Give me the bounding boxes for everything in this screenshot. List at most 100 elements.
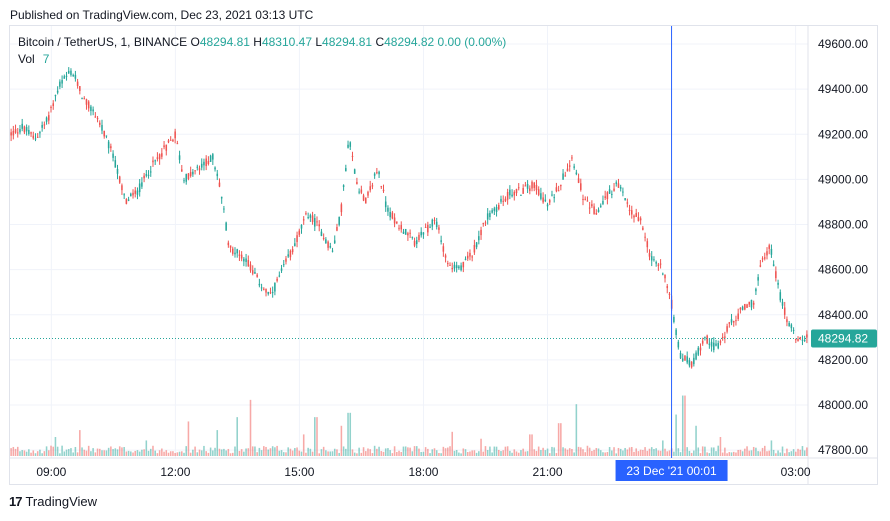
volume-bar <box>307 447 309 456</box>
chart-frame[interactable] <box>9 25 878 485</box>
candle-body <box>781 301 784 306</box>
candle-body <box>318 224 321 227</box>
price-tick-label: 49000.00 <box>818 172 868 186</box>
volume-bar <box>247 448 250 456</box>
volume-bar <box>90 451 92 456</box>
candle-body <box>766 251 768 256</box>
candle-body <box>588 207 591 209</box>
volume-bar <box>263 446 265 456</box>
candle-body <box>548 200 551 203</box>
footer-brand[interactable]: 17 TradingView <box>9 494 97 509</box>
volume-value: 7 <box>42 52 50 66</box>
volume-bar <box>642 449 644 456</box>
candle-body <box>695 352 697 360</box>
candle-body <box>673 316 675 322</box>
candle-body <box>772 264 775 267</box>
volume-bar <box>382 451 385 456</box>
volume-bar <box>708 453 711 456</box>
candle-body <box>65 75 68 77</box>
volume-bar <box>442 446 445 456</box>
candle-body <box>329 245 332 248</box>
volume-bar <box>291 450 294 456</box>
volume-bar <box>305 452 307 456</box>
volume-bar <box>575 404 578 456</box>
volume-bar <box>761 447 764 456</box>
volume-bar <box>333 448 336 456</box>
volume-bar <box>768 450 770 456</box>
candle-body <box>156 157 159 159</box>
volume-bar <box>149 448 152 456</box>
candle-body <box>376 172 378 174</box>
open-value: 48294.81 <box>199 35 250 49</box>
volume-bar <box>604 452 606 456</box>
candle-body <box>285 258 287 262</box>
high-value: 48310.47 <box>261 35 313 49</box>
volume-bar <box>480 438 482 456</box>
candle-body <box>783 307 786 315</box>
volume-bar <box>422 451 425 456</box>
candle-body <box>351 155 354 157</box>
volume-bar <box>788 452 790 456</box>
candle-body <box>684 355 686 361</box>
volume-bar <box>152 445 154 456</box>
symbol-label[interactable]: Bitcoin / TetherUS, 1, BINANCE <box>18 35 188 49</box>
volume-bar <box>611 450 613 456</box>
low-label: L <box>315 35 323 49</box>
volume-bar <box>174 452 176 456</box>
volume-bar <box>659 450 662 456</box>
volume-bar <box>63 451 66 456</box>
volume-legend: Vol 7 <box>18 52 49 66</box>
candle-body <box>110 146 112 149</box>
candle-body <box>679 353 682 359</box>
volume-bar <box>560 423 562 456</box>
volume-bar <box>225 450 227 456</box>
candle-body <box>380 186 383 188</box>
candle-body <box>125 199 128 204</box>
volume-bar <box>294 448 296 456</box>
volume-bar <box>792 449 795 456</box>
volume-bar <box>181 451 183 456</box>
candle-body <box>282 264 285 266</box>
volume-bar <box>500 451 502 456</box>
candle-body <box>356 181 358 185</box>
candle-body <box>16 132 19 134</box>
candle-body <box>245 258 247 262</box>
candle-body <box>724 336 726 338</box>
candle-body <box>542 197 544 203</box>
volume-label[interactable]: Vol <box>18 52 35 66</box>
volume-bar <box>673 451 675 456</box>
volume-bar <box>227 448 230 456</box>
volume-bar <box>167 452 170 456</box>
candle-body <box>719 341 722 343</box>
candle-body <box>48 115 50 121</box>
candle-body <box>668 293 671 295</box>
volume-bar <box>178 451 181 456</box>
volume-bar <box>746 446 748 456</box>
volume-bar <box>615 453 618 456</box>
volume-bar <box>679 452 682 456</box>
candle-body <box>114 160 117 168</box>
candle-body <box>424 226 427 228</box>
volume-bar <box>675 414 677 456</box>
candle-body <box>280 268 283 271</box>
candle-body <box>544 199 547 202</box>
candle-body <box>220 196 223 199</box>
volume-bar <box>67 448 70 456</box>
candle-body <box>67 70 70 74</box>
candle-body <box>134 190 137 194</box>
volume-bar <box>639 449 642 456</box>
candle-body <box>336 227 338 231</box>
candle-body <box>369 186 371 191</box>
volume-bar <box>435 450 438 456</box>
candle-body <box>358 191 360 193</box>
candle-body <box>138 183 141 193</box>
candle-body <box>706 335 708 344</box>
candle-body <box>597 209 600 213</box>
volume-bar <box>216 430 219 456</box>
low-value: 48294.81 <box>322 35 373 49</box>
candle-body <box>473 245 476 253</box>
volume-bar <box>147 450 150 456</box>
volume-bar <box>52 446 55 456</box>
candle-body <box>415 240 418 245</box>
